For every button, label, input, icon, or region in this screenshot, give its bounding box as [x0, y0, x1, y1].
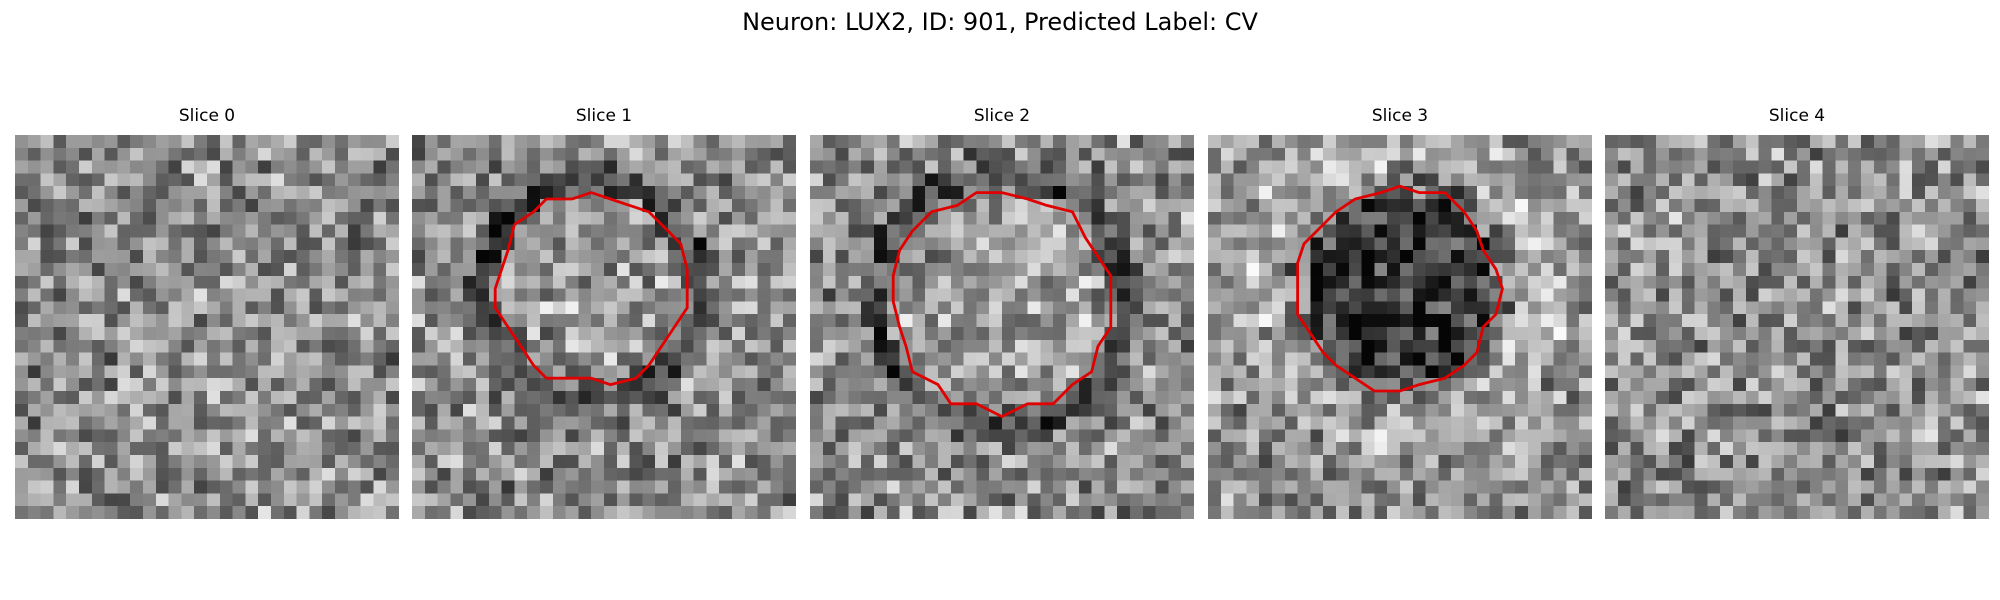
figure-title: Neuron: LUX2, ID: 901, Predicted Label: … — [742, 8, 1258, 36]
slice-title-2: Slice 2 — [973, 106, 1031, 126]
slice-image-4 — [1605, 135, 1989, 519]
segmentation-contour — [1296, 184, 1504, 393]
slice-image-2 — [810, 135, 1194, 519]
slice-pixels — [412, 135, 796, 519]
slice-title-1: Slice 1 — [575, 106, 633, 126]
slice-pixels — [1605, 135, 1989, 519]
segmentation-contour — [493, 191, 689, 387]
slice-pixels — [1208, 135, 1592, 519]
slice-title-3: Slice 3 — [1371, 106, 1429, 126]
slice-title-4: Slice 4 — [1768, 106, 1826, 126]
slice-pixels — [810, 135, 1194, 519]
slice-image-3 — [1208, 135, 1592, 519]
slice-image-0 — [15, 135, 399, 519]
segmentation-contour — [891, 191, 1113, 419]
slice-pixels — [15, 135, 399, 519]
slice-image-1 — [412, 135, 796, 519]
slice-title-0: Slice 0 — [178, 106, 236, 126]
